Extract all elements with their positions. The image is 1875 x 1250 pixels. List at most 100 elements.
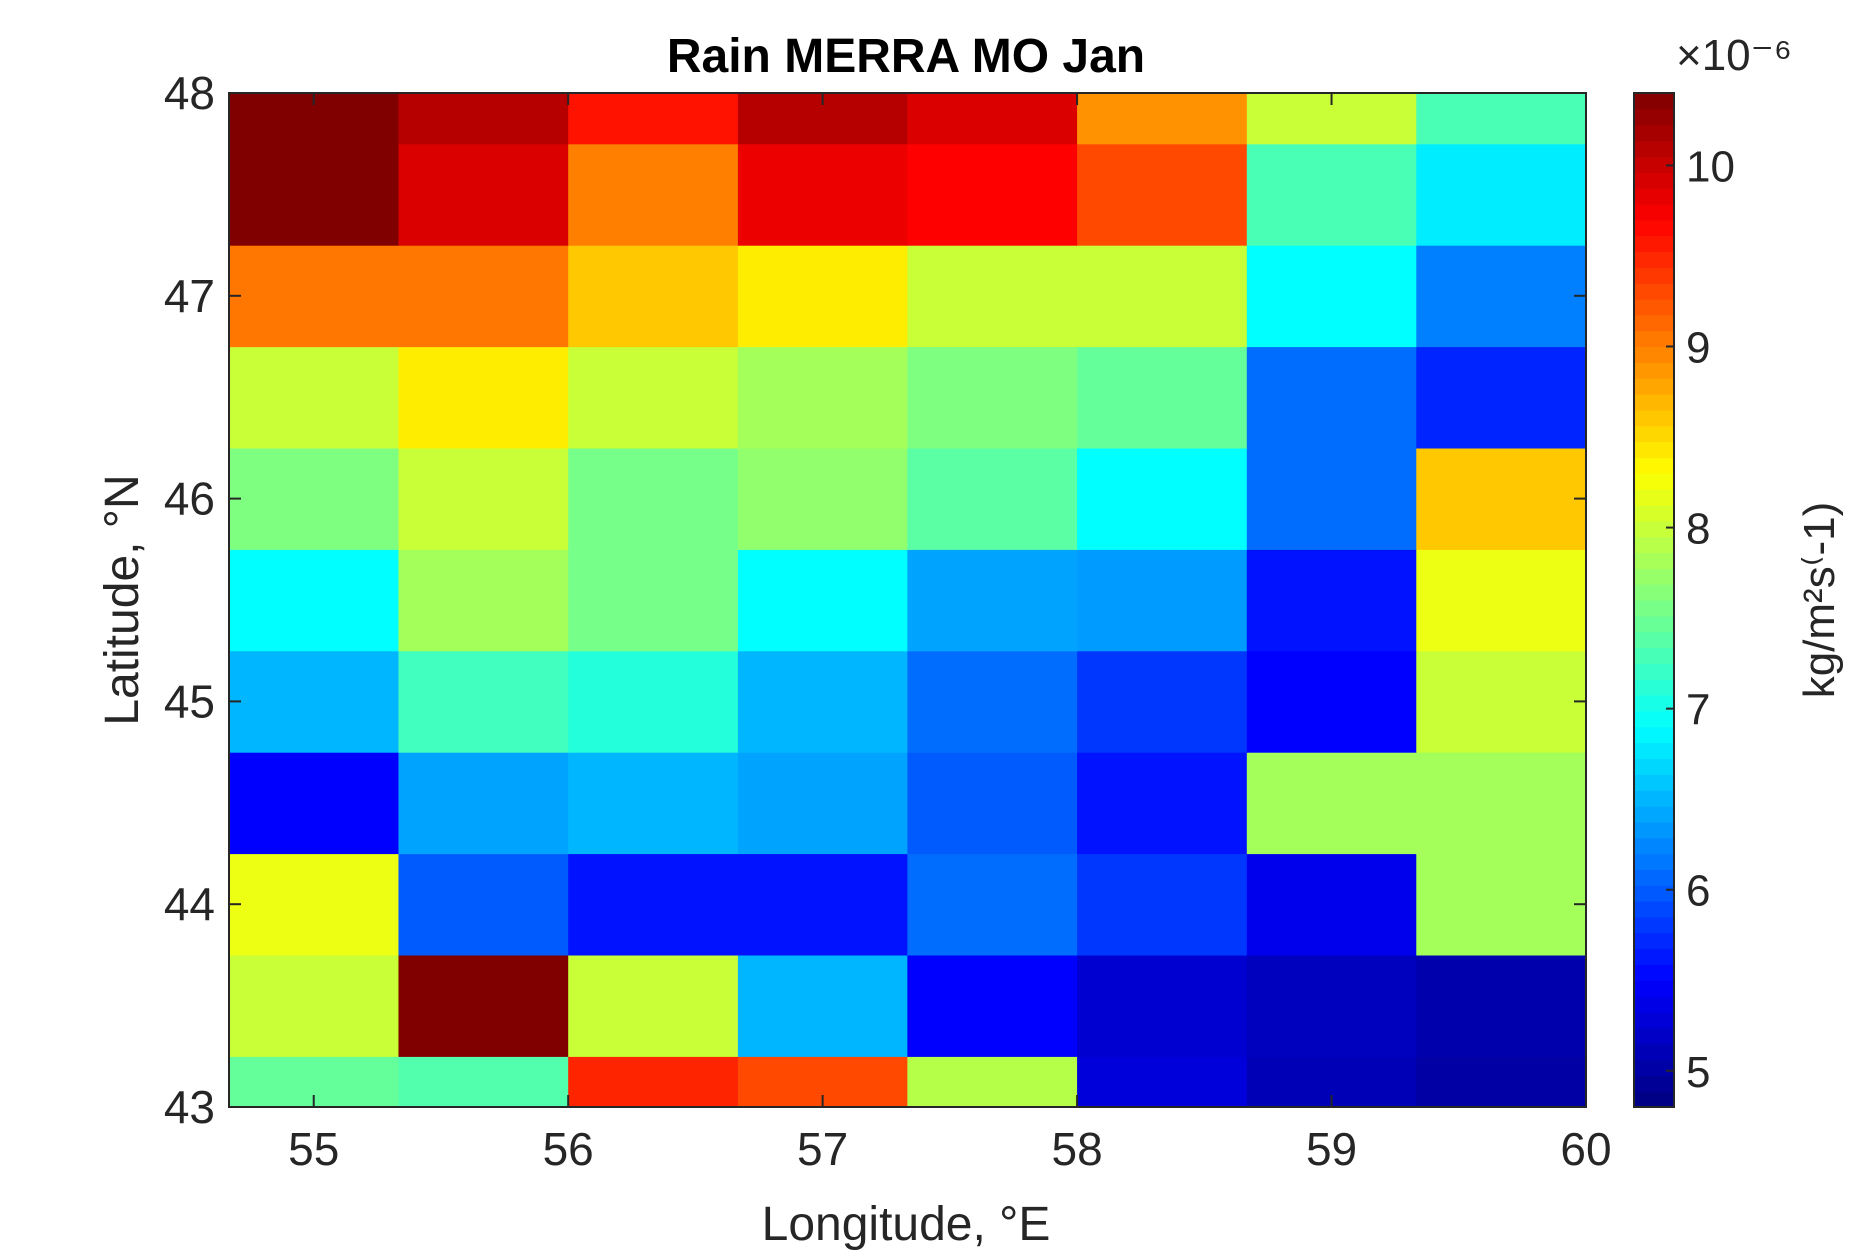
y-axis: 43 44 45 46 47 48 bbox=[164, 67, 1586, 1133]
y-tick-label: 45 bbox=[164, 675, 215, 727]
colorbar-ticks: 5 6 7 8 9 10 bbox=[1666, 142, 1735, 1097]
colorbar-segment bbox=[1634, 552, 1674, 569]
heatmap-cell bbox=[398, 954, 569, 1057]
colorbar-segment bbox=[1634, 1011, 1674, 1029]
colorbar-segment bbox=[1634, 1091, 1674, 1108]
heatmap-cell bbox=[568, 1056, 739, 1108]
x-axis: 55 56 57 58 59 60 bbox=[288, 93, 1612, 1175]
heatmap-cell bbox=[229, 143, 400, 246]
heatmap-cell bbox=[907, 93, 1078, 145]
colorbar-segment bbox=[1634, 584, 1674, 601]
colorbar-segment bbox=[1634, 362, 1674, 379]
heatmap-cell bbox=[398, 1056, 569, 1108]
colorbar-segment bbox=[1634, 1043, 1674, 1061]
heatmap-cell bbox=[568, 954, 739, 1057]
colorbar-segment bbox=[1634, 964, 1674, 981]
colorbar-segment bbox=[1634, 805, 1674, 823]
x-tick-label: 59 bbox=[1306, 1123, 1357, 1175]
heatmap-cell bbox=[1077, 752, 1248, 855]
heatmap-cell bbox=[1077, 245, 1248, 348]
heatmap-cell bbox=[1077, 143, 1248, 246]
heatmap-cell bbox=[1416, 853, 1587, 956]
x-tick-label: 55 bbox=[288, 1123, 339, 1175]
colorbar-segment bbox=[1634, 615, 1674, 633]
heatmap-cell bbox=[1077, 853, 1248, 956]
colorbar-tick-label: 10 bbox=[1686, 142, 1735, 191]
colorbar-tick-label: 5 bbox=[1686, 1048, 1710, 1097]
colorbar-segment bbox=[1634, 663, 1674, 680]
colorbar-segment bbox=[1634, 188, 1674, 205]
heatmap-cell bbox=[1246, 447, 1417, 550]
heatmap-cell bbox=[737, 650, 908, 753]
colorbar-segment bbox=[1634, 916, 1674, 934]
colorbar-segment bbox=[1634, 853, 1674, 870]
colorbar-segment bbox=[1634, 235, 1674, 253]
heatmap-cell bbox=[568, 752, 739, 855]
heatmap-cell bbox=[1077, 1056, 1248, 1108]
heatmap-cell bbox=[1416, 93, 1587, 145]
colorbar-tick-label: 8 bbox=[1686, 505, 1710, 554]
colorbar-segment bbox=[1634, 869, 1674, 886]
colorbar-segment bbox=[1634, 885, 1674, 902]
colorbar-segment bbox=[1634, 156, 1674, 173]
heatmap-cell bbox=[1246, 752, 1417, 855]
heatmap-cell bbox=[398, 650, 569, 753]
heatmap-cell bbox=[1416, 143, 1587, 246]
heatmap-cell bbox=[907, 549, 1078, 652]
colorbar-segment bbox=[1634, 790, 1674, 807]
heatmap-cell bbox=[1246, 853, 1417, 956]
heatmap-cell bbox=[398, 245, 569, 348]
heatmap-cells bbox=[229, 93, 1587, 1108]
y-tick-label: 44 bbox=[164, 878, 215, 930]
heatmap-cell bbox=[229, 954, 400, 1057]
heatmap-cell bbox=[1416, 549, 1587, 652]
colorbar-segment bbox=[1634, 568, 1674, 585]
colorbar-segment bbox=[1634, 758, 1674, 775]
colorbar-segment bbox=[1634, 647, 1674, 664]
heatmap-cell bbox=[229, 346, 400, 449]
colorbar-segment bbox=[1634, 93, 1674, 110]
y-tick-label: 48 bbox=[164, 67, 215, 119]
colorbar-segment bbox=[1634, 298, 1674, 316]
heatmap-cell bbox=[737, 853, 908, 956]
heatmap-cell bbox=[1077, 93, 1248, 145]
colorbar-segment bbox=[1634, 774, 1674, 791]
heatmap-cell bbox=[398, 549, 569, 652]
colorbar-tick-label: 7 bbox=[1686, 686, 1710, 735]
heatmap-cell bbox=[1246, 650, 1417, 753]
colorbar-segment bbox=[1634, 901, 1674, 918]
colorbar-segment bbox=[1634, 948, 1674, 965]
heatmap-cell bbox=[1416, 447, 1587, 550]
heatmap-cell bbox=[398, 447, 569, 550]
colorbar-segment bbox=[1634, 346, 1674, 363]
heatmap-cell bbox=[568, 853, 739, 956]
colorbar-segment bbox=[1634, 679, 1674, 696]
y-axis-label: Latitude, °N bbox=[96, 474, 149, 725]
heatmap-cell bbox=[1416, 1056, 1587, 1108]
heatmap-cell bbox=[229, 245, 400, 348]
heatmap-cell bbox=[1246, 143, 1417, 246]
colorbar-segment bbox=[1634, 330, 1674, 348]
heatmap-cell bbox=[1416, 346, 1587, 449]
colorbar-segment bbox=[1634, 504, 1674, 522]
heatmap-cell bbox=[398, 143, 569, 246]
heatmap-cell bbox=[1246, 346, 1417, 449]
colorbar-label: kg/m²s⁽-1) bbox=[1795, 502, 1844, 699]
colorbar-segment bbox=[1634, 203, 1674, 221]
colorbar-segment bbox=[1634, 1027, 1674, 1045]
heatmap-cell bbox=[737, 143, 908, 246]
heatmap-cell bbox=[1246, 245, 1417, 348]
colorbar-segment bbox=[1634, 378, 1674, 395]
heatmap-cell bbox=[1077, 650, 1248, 753]
heatmap-cell bbox=[1416, 954, 1587, 1057]
x-tick-label: 57 bbox=[797, 1123, 848, 1175]
colorbar-segment bbox=[1634, 473, 1674, 490]
colorbar-segment bbox=[1634, 172, 1674, 189]
heatmap-cell bbox=[737, 549, 908, 652]
heatmap-cell bbox=[737, 752, 908, 855]
x-tick-label: 58 bbox=[1052, 1123, 1103, 1175]
heatmap-cell bbox=[907, 752, 1078, 855]
heatmap-cell bbox=[737, 245, 908, 348]
colorbar bbox=[1634, 93, 1674, 1108]
heatmap-cell bbox=[1416, 752, 1587, 855]
